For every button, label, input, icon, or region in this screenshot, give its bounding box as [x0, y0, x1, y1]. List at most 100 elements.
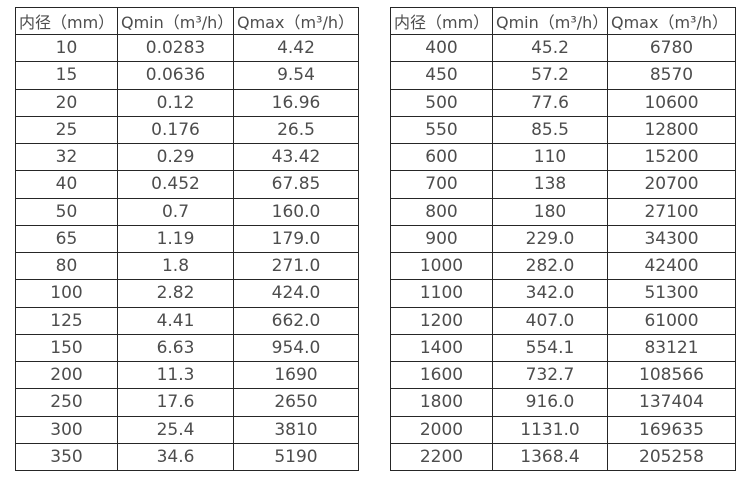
table-cell: 250: [15, 388, 118, 417]
table-cell: 137404: [607, 388, 736, 417]
table-cell: 6780: [607, 33, 736, 63]
table-cell: 229.0: [492, 224, 608, 254]
table-cell: 138: [492, 170, 608, 199]
table-row: 700 138 20700: [390, 170, 736, 199]
table-cell: 600: [390, 142, 493, 172]
table-cell: 150: [15, 333, 118, 363]
table-row: 1600 732.7 108566: [390, 360, 736, 390]
table-cell: 1131.0: [492, 415, 608, 444]
header-row: 内径（mm） Qmin（m³/h） Qmax（m³/h）: [390, 7, 736, 35]
table-row: 1800 916.0 137404: [390, 388, 736, 417]
table-cell: 271.0: [233, 251, 359, 281]
column-header-inner-diameter: 内径（mm）: [15, 7, 118, 35]
table-cell: 732.7: [492, 360, 608, 390]
table-cell: 4.41: [117, 306, 234, 335]
table-cell: 110: [492, 142, 608, 172]
table-cell: 34.6: [117, 442, 234, 472]
table-cell: 169635: [607, 415, 736, 444]
table-cell: 108566: [607, 360, 736, 390]
table-cell: 0.176: [117, 115, 234, 145]
table-cell: 80: [15, 251, 118, 281]
table-cell: 160.0: [233, 197, 359, 226]
table-row: 550 85.5 12800: [390, 115, 736, 145]
table-row: 20 0.12 16.96: [15, 88, 359, 117]
table-cell: 2200: [390, 442, 493, 472]
table-cell: 11.3: [117, 360, 234, 390]
table-cell: 550: [390, 115, 493, 145]
table-cell: 83121: [607, 333, 736, 363]
table-row: 450 57.2 8570: [390, 61, 736, 90]
table-cell: 20: [15, 88, 118, 117]
table-cell: 662.0: [233, 306, 359, 335]
table-cell: 65: [15, 224, 118, 254]
table-cell: 500: [390, 88, 493, 117]
table-cell: 1400: [390, 333, 493, 363]
table-cell: 180: [492, 197, 608, 226]
column-header-qmin: Qmin（m³/h）: [117, 7, 234, 35]
table-cell: 45.2: [492, 33, 608, 63]
table-row: 80 1.8 271.0: [15, 251, 359, 281]
table-row: 1200 407.0 61000: [390, 306, 736, 335]
table-cell: 40: [15, 170, 118, 199]
table-row: 2200 1368.4 205258: [390, 442, 736, 472]
table-cell: 25: [15, 115, 118, 145]
table-cell: 2000: [390, 415, 493, 444]
table-cell: 25.4: [117, 415, 234, 444]
table-cell: 57.2: [492, 61, 608, 90]
flow-table-large-diameters: 内径（mm） Qmin（m³/h） Qmax（m³/h） 400 45.2 6780 450…: [390, 7, 736, 472]
table-cell: 3810: [233, 415, 359, 444]
table-cell: 9.54: [233, 61, 359, 90]
table-cell: 15: [15, 61, 118, 90]
table-cell: 67.85: [233, 170, 359, 199]
table-cell: 10600: [607, 88, 736, 117]
table-cell: 1.8: [117, 251, 234, 281]
table-cell: 282.0: [492, 251, 608, 281]
table-row: 32 0.29 43.42: [15, 142, 359, 172]
table-cell: 1800: [390, 388, 493, 417]
table-row: 65 1.19 179.0: [15, 224, 359, 254]
table-cell: 43.42: [233, 142, 359, 172]
table-cell: 15200: [607, 142, 736, 172]
table-cell: 100: [15, 279, 118, 308]
table-cell: 34300: [607, 224, 736, 254]
table-row: 350 34.6 5190: [15, 442, 359, 472]
column-header-qmax: Qmax（m³/h）: [233, 7, 359, 35]
table-row: 15 0.0636 9.54: [15, 61, 359, 90]
table-cell: 900: [390, 224, 493, 254]
column-header-inner-diameter: 内径（mm）: [390, 7, 493, 35]
table-cell: 26.5: [233, 115, 359, 145]
table-row: 1400 554.1 83121: [390, 333, 736, 363]
table-cell: 16.96: [233, 88, 359, 117]
table-row: 500 77.6 10600: [390, 88, 736, 117]
table-row: 400 45.2 6780: [390, 33, 736, 63]
table-cell: 1368.4: [492, 442, 608, 472]
table-cell: 6.63: [117, 333, 234, 363]
table-cell: 300: [15, 415, 118, 444]
flow-table-small-diameters: 内径（mm） Qmin（m³/h） Qmax（m³/h） 10 0.0283 4.42 15…: [15, 7, 359, 472]
table-row: 125 4.41 662.0: [15, 306, 359, 335]
table-cell: 407.0: [492, 306, 608, 335]
table-cell: 700: [390, 170, 493, 199]
table-cell: 27100: [607, 197, 736, 226]
table-row: 600 110 15200: [390, 142, 736, 172]
table-cell: 42400: [607, 251, 736, 281]
table-cell: 1600: [390, 360, 493, 390]
table-cell: 200: [15, 360, 118, 390]
table-cell: 424.0: [233, 279, 359, 308]
table-cell: 85.5: [492, 115, 608, 145]
table-row: 1000 282.0 42400: [390, 251, 736, 281]
table-cell: 0.452: [117, 170, 234, 199]
table-cell: 0.0636: [117, 61, 234, 90]
header-row: 内径（mm） Qmin（m³/h） Qmax（m³/h）: [15, 7, 359, 35]
table-cell: 350: [15, 442, 118, 472]
table-cell: 17.6: [117, 388, 234, 417]
table-row: 900 229.0 34300: [390, 224, 736, 254]
table-row: 2000 1131.0 169635: [390, 415, 736, 444]
table-cell: 10: [15, 33, 118, 63]
table-cell: 50: [15, 197, 118, 226]
table-cell: 0.7: [117, 197, 234, 226]
table-row: 100 2.82 424.0: [15, 279, 359, 308]
table-row: 25 0.176 26.5: [15, 115, 359, 145]
table-cell: 12800: [607, 115, 736, 145]
table-cell: 1100: [390, 279, 493, 308]
